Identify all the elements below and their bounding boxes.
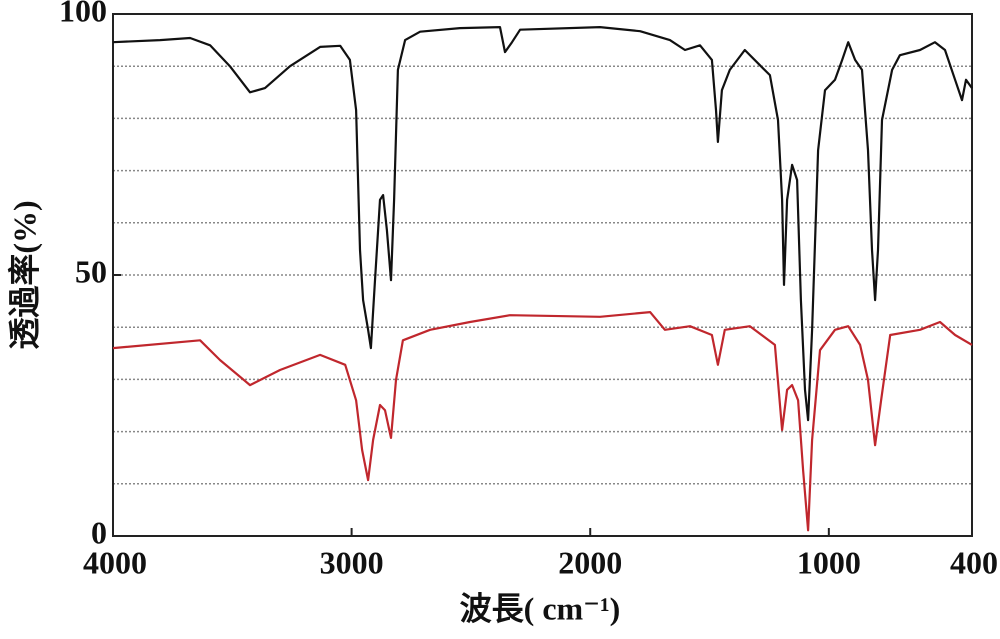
x-tick-label: 1000 <box>797 544 861 580</box>
y-axis-label: 透過率(%) <box>6 200 42 349</box>
y-tick-label: 50 <box>75 253 107 289</box>
x-tick-label: 2000 <box>558 544 622 580</box>
spectrum-line <box>112 26 973 422</box>
y-tick-label: 0 <box>91 514 107 550</box>
spectrum-line <box>112 311 973 532</box>
x-tick-label: 3000 <box>320 544 384 580</box>
x-tick-label: 400 <box>950 544 998 580</box>
x-tick-label: 4000 <box>83 544 147 580</box>
x-axis-label: 波長( cm⁻¹) <box>460 590 621 626</box>
y-tick-label: 100 <box>59 0 107 28</box>
